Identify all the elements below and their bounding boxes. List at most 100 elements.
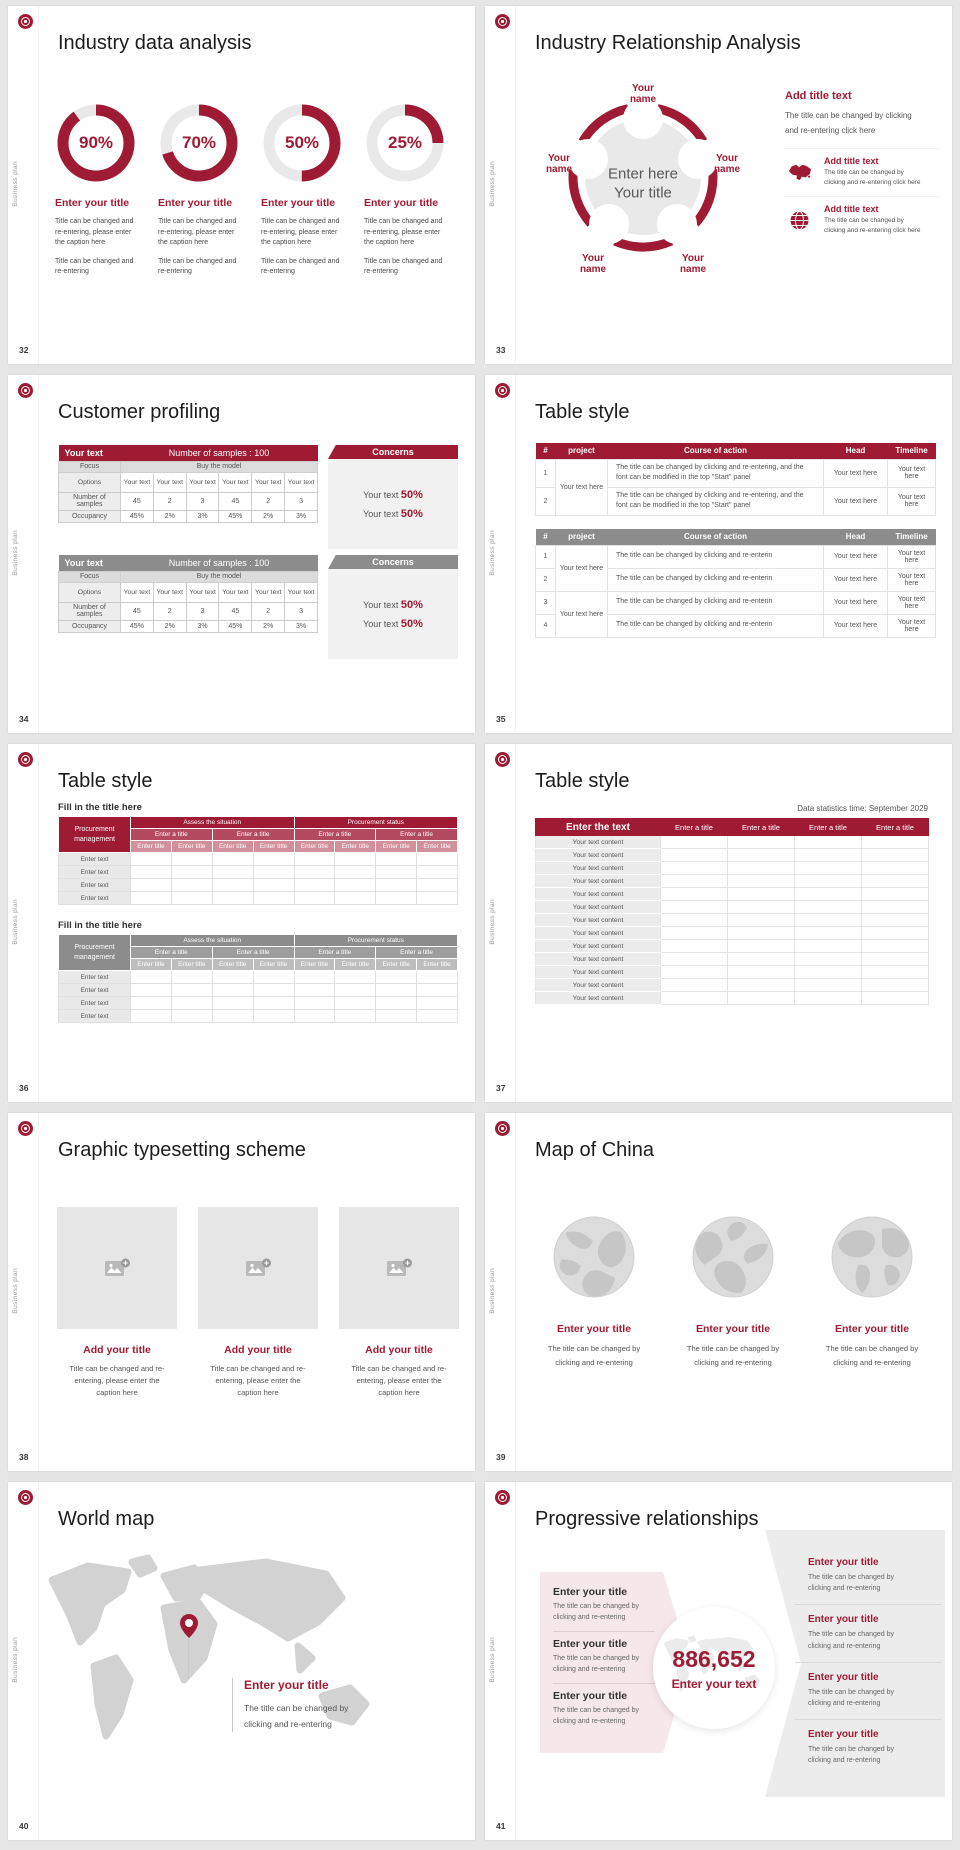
table-row: Your text content xyxy=(535,874,929,888)
item-caption: The title can be changed by clicking and… xyxy=(808,1574,895,1593)
empty-cell xyxy=(660,926,728,940)
divider xyxy=(38,1113,39,1471)
table-subheader-row: Enter a title Enter a title Enter a title E… xyxy=(59,946,458,959)
table-row: Occupancy 45% 2% 3% 45% 2% 3% xyxy=(58,509,318,523)
empty-cell xyxy=(170,865,213,879)
empty-cell xyxy=(170,996,213,1010)
action-table-red: # project Course of action Head Timeline… xyxy=(535,443,936,516)
empty-cell xyxy=(794,848,862,862)
list-item: Enter your title The title can be change… xyxy=(795,1719,941,1776)
empty-cell xyxy=(130,865,172,879)
empty-cell xyxy=(293,865,336,879)
side-panel-body-line2: and re-entering click here xyxy=(785,126,876,136)
side-panel-body-line1: The title can be changed by clicking xyxy=(785,111,912,120)
row-label: Options xyxy=(58,581,121,603)
empty-cell xyxy=(727,991,795,1005)
brand-logo-icon xyxy=(495,1121,510,1136)
subheader-cell: Enter a title xyxy=(293,946,377,959)
slide-title: World map xyxy=(58,1508,155,1530)
table-row: Enter text xyxy=(58,891,458,905)
empty-cell xyxy=(170,983,213,997)
table-body: Your text content Your text content xyxy=(535,835,929,1005)
list-item-text: Add title text The title can be changed … xyxy=(824,156,920,189)
divider xyxy=(515,6,516,364)
empty-cell xyxy=(861,887,929,901)
card-title: Add your title xyxy=(83,1344,151,1356)
page-number: 41 xyxy=(496,1821,506,1831)
empty-cell xyxy=(416,878,458,892)
slide-thumbnail-35[interactable]: Business plan 35 Table style # project C… xyxy=(485,375,952,733)
empty-cell xyxy=(375,983,418,997)
row-label: Your text content xyxy=(535,848,661,862)
empty-cell xyxy=(375,996,418,1010)
list-item: Add title text The title can be changed … xyxy=(785,195,940,244)
table-row: Enter text xyxy=(58,1009,458,1023)
empty-cell xyxy=(293,996,336,1010)
corner-cell: Procurement management xyxy=(58,934,131,971)
slide-thumbnail-40[interactable]: Business plan 40 World map Enter your ti… xyxy=(8,1482,475,1840)
empty-cell xyxy=(252,852,295,866)
slide-thumbnail-36[interactable]: Business plan 36 Table style Fill in the… xyxy=(8,744,475,1102)
header-cell: Enter a title xyxy=(794,818,862,836)
table-row: Enter text xyxy=(58,983,458,997)
table-row: Your text content xyxy=(535,835,929,849)
empty-cell xyxy=(252,891,295,905)
stat-number: 886,652 xyxy=(672,1645,756,1672)
empty-cell xyxy=(375,865,418,879)
sidebar-vertical-label: Business plan xyxy=(489,530,496,576)
header-cell: Number of samples : 100 xyxy=(120,555,318,571)
header-cell: # xyxy=(535,443,556,459)
slide-thumbnail-34[interactable]: Business plan 34 Customer profiling Your… xyxy=(8,375,475,733)
scalloped-circle-icon xyxy=(568,99,718,252)
empty-cell xyxy=(375,852,418,866)
data-table: Enter the text Enter a title Enter a tit… xyxy=(535,818,929,1005)
row-label: Your text content xyxy=(535,913,661,927)
donut-caption-title: Enter your title xyxy=(364,197,439,209)
sidebar-vertical-label: Business plan xyxy=(489,1637,496,1683)
slide-thumbnail-33[interactable]: Business plan 33 Industry Relationship A… xyxy=(485,6,952,364)
world-map xyxy=(48,1554,370,1740)
subheader-cell: Enter title xyxy=(130,958,172,971)
empty-cell xyxy=(252,1009,295,1023)
cell: Buy the model xyxy=(120,570,318,583)
slide-thumbnail-32[interactable]: Business plan 32 Industry data analysis … xyxy=(8,6,475,364)
donut-chart: 25% xyxy=(364,102,446,184)
slide-thumbnail-38[interactable]: Business plan 38 Graphic typesetting sch… xyxy=(8,1113,475,1471)
table-row: 1 Your text here The title can be change… xyxy=(535,544,936,592)
slide-thumbnail-39[interactable]: Business plan 39 Map of China xyxy=(485,1113,952,1471)
item-title: Enter your title xyxy=(808,1557,879,1568)
empty-cell xyxy=(130,891,172,905)
empty-cell xyxy=(252,983,295,997)
right-item-list: Enter your title The title can be change… xyxy=(795,1548,941,1777)
header-cell: Timeline xyxy=(887,443,936,459)
wheel-center-line2: Your title xyxy=(614,184,672,201)
callout-title: Enter your title xyxy=(244,1678,329,1692)
empty-cell xyxy=(794,887,862,901)
donut-caption-text: Title can be changed and re-entering xyxy=(55,257,134,276)
row-label: Your text content xyxy=(535,978,661,992)
cell: Your text xyxy=(284,581,318,603)
cell: Your text xyxy=(218,581,253,603)
sidebar-vertical-label: Business plan xyxy=(489,1268,496,1314)
subheader-cell: Enter title xyxy=(293,958,336,971)
cell-project: Your text here xyxy=(555,590,608,638)
brand-logo-icon xyxy=(18,383,33,398)
slide-thumbnail-37[interactable]: Business plan 37 Table style Data statis… xyxy=(485,744,952,1102)
donut-caption-text: Title can be changed and re-entering, pl… xyxy=(55,218,134,246)
page-number: 37 xyxy=(496,1083,506,1093)
empty-cell xyxy=(334,878,377,892)
row-label: Enter text xyxy=(58,852,131,866)
cell: 3% xyxy=(185,509,220,523)
concern-value: 50% xyxy=(400,598,423,611)
samples-table-red: Your text Number of samples : 100 Focus … xyxy=(58,445,318,523)
empty-cell xyxy=(416,983,458,997)
cell: 2 xyxy=(152,491,187,511)
divider xyxy=(515,1482,516,1840)
row-label: Focus xyxy=(58,570,121,583)
slide-thumbnail-41[interactable]: Business plan 41 Progressive relationshi… xyxy=(485,1482,952,1840)
cell: 3 xyxy=(185,491,220,511)
cell: 2% xyxy=(251,509,286,523)
donut-chart: 90% xyxy=(55,102,137,184)
concerns-banner: Concerns xyxy=(328,555,458,569)
brand-logo-icon xyxy=(18,1490,33,1505)
